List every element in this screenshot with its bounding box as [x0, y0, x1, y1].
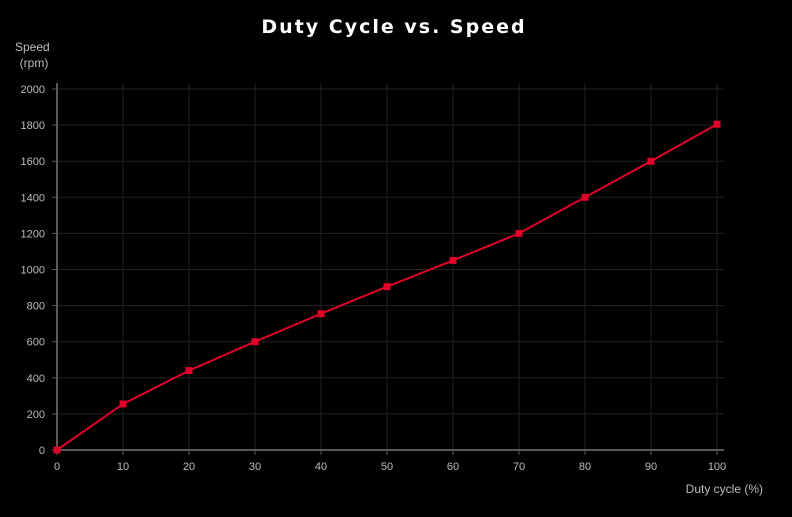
- data-point: [119, 400, 127, 408]
- y-axis-label-line-2: (rpm): [20, 56, 49, 70]
- x-tick-label: 20: [183, 461, 195, 473]
- x-tick-label: 30: [249, 461, 261, 473]
- y-tick-label: 1000: [21, 265, 45, 277]
- x-tick-label: 70: [513, 461, 525, 473]
- y-tick-label: 600: [27, 337, 45, 349]
- y-axis-label-line-1: Speed: [15, 40, 50, 54]
- x-tick-label: 50: [381, 461, 393, 473]
- y-tick-label: 1600: [21, 156, 45, 168]
- y-tick-label: 2000: [21, 84, 45, 96]
- x-tick-label: 90: [645, 461, 657, 473]
- x-tick-label: 10: [117, 461, 129, 473]
- y-axis-label: Speed (rpm): [15, 40, 53, 70]
- y-tick-label: 0: [39, 445, 45, 457]
- data-point: [713, 120, 721, 128]
- data-point: [317, 310, 325, 318]
- data-point: [581, 193, 589, 201]
- y-tick-label: 1800: [21, 120, 45, 132]
- x-tick-label: 60: [447, 461, 459, 473]
- data-point: [647, 157, 655, 165]
- series: [53, 120, 721, 454]
- x-tick-label: 40: [315, 461, 327, 473]
- data-point: [515, 229, 523, 237]
- x-axis-label: Duty cycle (%): [686, 482, 763, 496]
- grid-lines: [57, 83, 724, 450]
- chart-title: Duty Cycle vs. Speed: [261, 16, 526, 38]
- y-ticks: 0 200 400 600 800 1000 1200 1400 1600 1800 2000: [21, 84, 57, 457]
- x-tick-label: 0: [54, 461, 60, 473]
- y-tick-label: 800: [27, 301, 45, 313]
- y-tick-label: 200: [27, 409, 45, 421]
- data-point: [383, 283, 391, 291]
- x-ticks: 0 10 20 30 40 50 60 70 80 90 100: [54, 450, 726, 473]
- data-point: [185, 367, 193, 375]
- data-point: [251, 338, 259, 346]
- y-tick-label: 400: [27, 373, 45, 385]
- data-point: [449, 256, 457, 264]
- y-tick-label: 1200: [21, 228, 45, 240]
- data-point: [53, 446, 61, 454]
- x-tick-label: 100: [708, 461, 726, 473]
- axes: [56, 83, 724, 451]
- y-tick-label: 1400: [21, 192, 45, 204]
- x-tick-label: 80: [579, 461, 591, 473]
